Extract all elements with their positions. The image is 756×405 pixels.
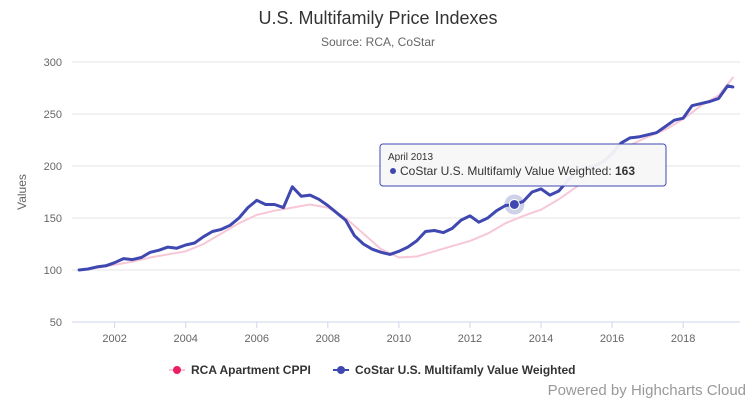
y-tick-label: 200 bbox=[44, 161, 62, 173]
x-tick-label: 2016 bbox=[600, 333, 624, 345]
y-tick-label: 300 bbox=[44, 57, 62, 69]
x-tick-label: 2002 bbox=[102, 333, 126, 345]
tooltip-series-name: CoStar U.S. Multifamly Value Weighted bbox=[400, 164, 608, 178]
chart-title: U.S. Multifamily Price Indexes bbox=[258, 8, 497, 28]
x-tick-label: 2008 bbox=[316, 333, 340, 345]
legend-item-costar[interactable]: CoStar U.S. Multifamly Value Weighted bbox=[333, 363, 575, 377]
y-tick-label: 50 bbox=[50, 317, 62, 329]
tooltip-value: 163 bbox=[615, 164, 635, 178]
x-tick-label: 2012 bbox=[458, 333, 482, 345]
x-tick-label: 2014 bbox=[529, 333, 553, 345]
x-axis-ticks: 2002 2004 2006 2008 2010 2012 2014 2016 2018 bbox=[102, 322, 695, 345]
tooltip-series-marker bbox=[390, 168, 396, 174]
y-tick-label: 100 bbox=[44, 265, 62, 277]
legend-label-costar: CoStar U.S. Multifamly Value Weighted bbox=[355, 363, 575, 377]
legend: RCA Apartment CPPI CoStar U.S. Multifaml… bbox=[169, 363, 575, 377]
chart-subtitle: Source: RCA, CoStar bbox=[321, 35, 435, 49]
legend-marker-rca bbox=[173, 366, 181, 374]
credits-link[interactable]: Powered by Highcharts Cloud bbox=[548, 382, 746, 399]
y-tick-label: 250 bbox=[44, 109, 62, 121]
y-axis-ticks: 50 100 150 200 250 300 bbox=[44, 57, 62, 329]
y-axis-title: Values bbox=[15, 174, 29, 210]
legend-label-rca: RCA Apartment CPPI bbox=[191, 363, 311, 377]
y-tick-label: 150 bbox=[44, 213, 62, 225]
x-tick-label: 2018 bbox=[671, 333, 695, 345]
tooltip-box bbox=[379, 143, 667, 187]
x-tick-label: 2004 bbox=[173, 333, 197, 345]
hover-point[interactable] bbox=[508, 198, 520, 210]
tooltip: April 2013 CoStar U.S. Multifamly Value … bbox=[379, 143, 667, 187]
x-tick-label: 2010 bbox=[387, 333, 411, 345]
x-tick-label: 2006 bbox=[245, 333, 269, 345]
tooltip-label: CoStar U.S. Multifamly Value Weighted: 1… bbox=[400, 164, 635, 178]
legend-item-rca[interactable]: RCA Apartment CPPI bbox=[169, 363, 311, 377]
series-line-costar-value-weighted[interactable] bbox=[77, 84, 735, 272]
legend-marker-costar bbox=[337, 366, 345, 374]
tooltip-date: April 2013 bbox=[388, 152, 433, 163]
